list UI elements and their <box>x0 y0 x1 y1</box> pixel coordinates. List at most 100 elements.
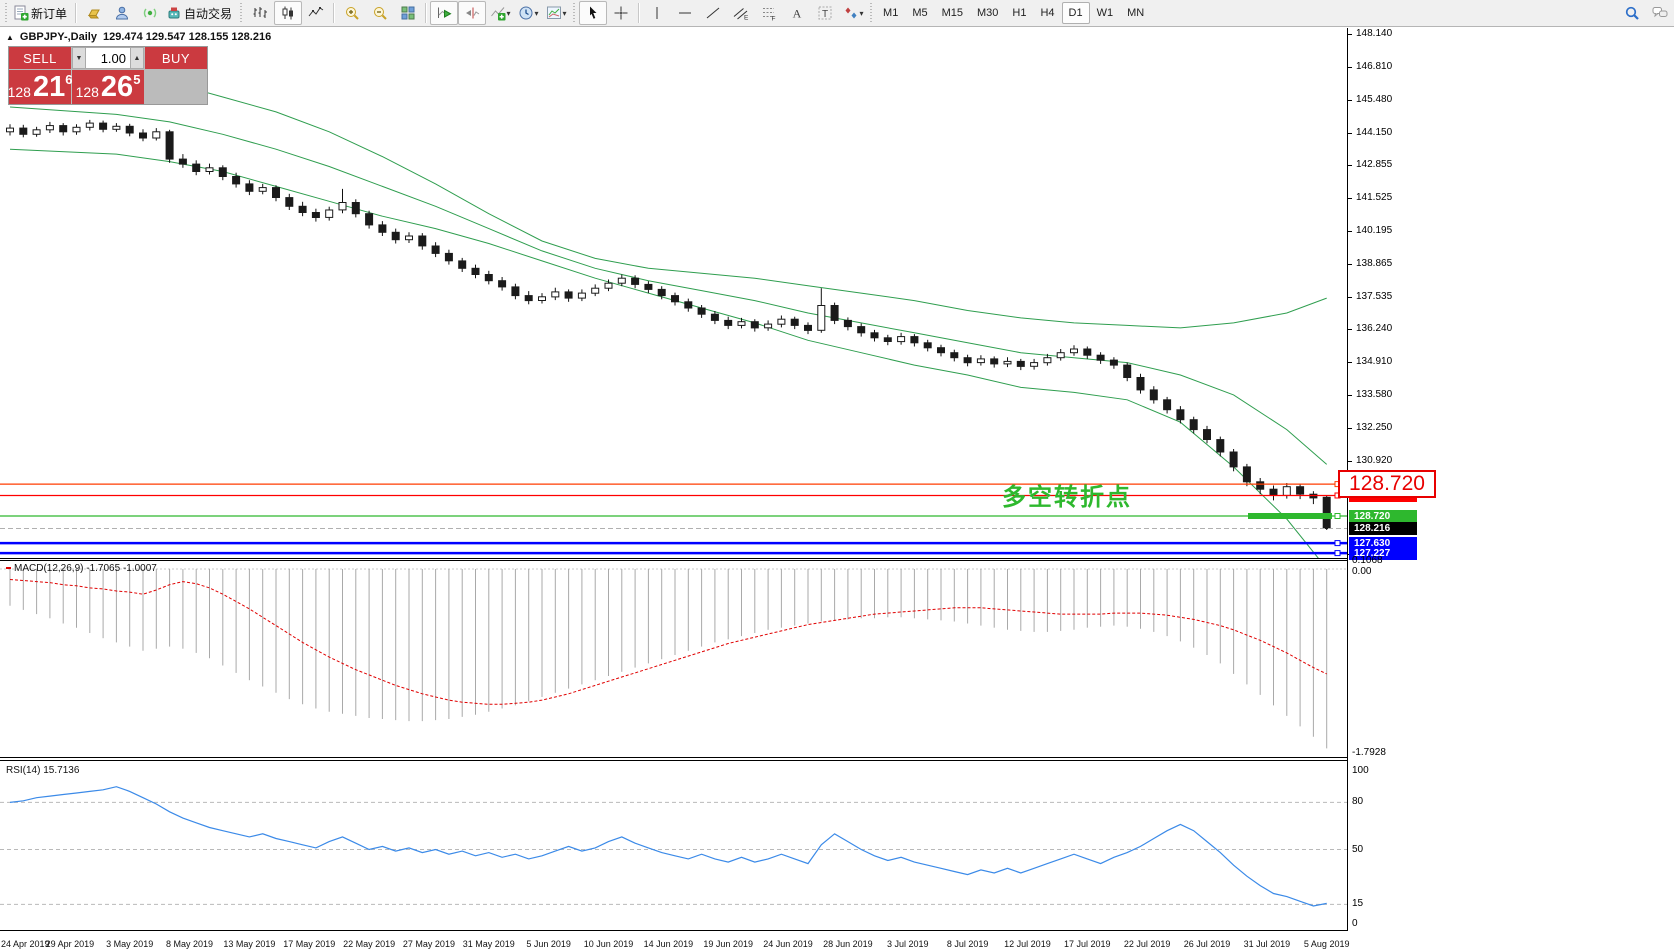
price-callout-label[interactable]: 128.720 <box>1338 470 1436 498</box>
date-label: 26 Jul 2019 <box>1183 939 1231 949</box>
zoom-in-button[interactable] <box>338 1 366 25</box>
axis-tick-label: 134.910 <box>1356 356 1393 368</box>
chart-line-button[interactable] <box>302 1 330 25</box>
cursor-button[interactable] <box>579 1 608 25</box>
timeframe-mn-button[interactable]: MN <box>1127 7 1145 19</box>
rsi-scale-label: 15 <box>1352 898 1364 910</box>
metaeditor-button[interactable] <box>80 1 108 25</box>
one-click-collapse-arrow[interactable]: ▲ <box>6 32 14 42</box>
crosshair-button[interactable] <box>607 1 635 25</box>
price-chart-panel[interactable] <box>0 28 1347 559</box>
rsi-indicator-label: RSI(14) 15.7136 <box>6 765 80 776</box>
autotrading-label: 自动交易 <box>184 6 233 21</box>
date-label: 12 Jul 2019 <box>1004 939 1051 949</box>
tile-windows-button[interactable] <box>394 1 422 25</box>
axis-tick <box>1347 165 1352 167</box>
text-button[interactable]: A <box>783 1 811 25</box>
new-order-button[interactable]: 新订单 <box>11 1 72 25</box>
zoom-out-button[interactable] <box>366 1 394 25</box>
auto-scroll-button[interactable] <box>430 1 459 25</box>
buy-price-display[interactable]: 128 26 5 <box>72 70 144 104</box>
tile-icon <box>401 6 415 20</box>
rsi-scale-label: 0 <box>1352 918 1358 929</box>
rsi-panel[interactable] <box>0 760 1347 931</box>
axis-tick-label: 132.250 <box>1356 422 1393 434</box>
axis-tick-label: 145.480 <box>1356 94 1393 106</box>
axis-tick-label: 136.240 <box>1356 323 1393 335</box>
sell-button[interactable]: SELL <box>9 47 71 69</box>
chart-candles-button[interactable] <box>274 1 303 25</box>
macd-panel[interactable] <box>0 560 1347 758</box>
sell-price-display[interactable]: 128 21 6 <box>8 70 72 104</box>
timeframe-d1-button[interactable]: D1 <box>1061 2 1090 24</box>
annotation-text: 多空转折点 <box>1002 484 1132 511</box>
community-button[interactable] <box>108 1 136 25</box>
horizontal-line-button[interactable] <box>671 1 699 25</box>
chart-bars-button[interactable] <box>246 1 274 25</box>
macd-indicator-label: MACD(12,26,9) -1.7065 -1.0007 <box>6 563 157 574</box>
periods-button[interactable]: ▾ <box>514 1 542 25</box>
price-chart-canvas[interactable] <box>0 28 1347 558</box>
autotrading-button[interactable]: 自动交易 <box>164 1 237 25</box>
buy-button[interactable]: BUY <box>145 47 207 69</box>
chat-button[interactable] <box>1646 1 1674 25</box>
indicators-button[interactable]: ▾ <box>486 1 514 25</box>
bars-icon <box>253 7 268 18</box>
rsi-canvas[interactable] <box>0 761 1347 930</box>
timeframe-w1-button[interactable]: W1 <box>1096 7 1114 19</box>
axis-tick <box>1347 264 1352 266</box>
chart-ohlc-values: 129.474 129.547 128.155 128.216 <box>102 31 272 43</box>
date-label: 5 Jun 2019 <box>526 939 571 949</box>
date-label: 10 Jun 2019 <box>583 939 634 949</box>
date-label: 24 Jun 2019 <box>763 939 813 949</box>
toolbar-separator <box>425 3 428 23</box>
rsi-scale-label: 50 <box>1352 843 1364 855</box>
chart-shift-button[interactable] <box>458 1 487 25</box>
volume-decrease-button[interactable]: ▼ <box>72 47 86 69</box>
periods-dropdown-caret[interactable]: ▾ <box>534 8 539 18</box>
crosshair-icon <box>614 6 628 20</box>
date-label: 3 Jul 2019 <box>886 939 929 949</box>
timeframe-m15-button[interactable]: M15 <box>941 7 963 19</box>
person-icon <box>116 6 129 20</box>
toolbar-grip[interactable] <box>239 3 245 23</box>
date-label: 17 Jul 2019 <box>1064 939 1111 949</box>
volume-stepper: ▼ ▲ <box>72 47 144 69</box>
arrows-button[interactable]: ▾ <box>839 1 867 25</box>
text-label-button[interactable]: T <box>811 1 839 25</box>
macd-canvas[interactable] <box>0 561 1347 757</box>
line-handle[interactable] <box>1334 540 1341 547</box>
volume-input[interactable] <box>86 47 130 69</box>
equidistant-channel-button[interactable]: E <box>727 1 755 25</box>
arrows-dropdown-caret[interactable]: ▾ <box>859 8 864 18</box>
timeframe-m30-button[interactable]: M30 <box>977 7 999 19</box>
toolbar-grip[interactable] <box>572 3 578 23</box>
textT-icon: T <box>818 6 832 20</box>
trendline-button[interactable] <box>699 1 727 25</box>
signals-button[interactable] <box>136 1 164 25</box>
timeframe-h4-button[interactable]: H4 <box>1040 7 1055 19</box>
line-handle[interactable] <box>1334 513 1341 519</box>
axis-tick-label: 146.810 <box>1356 61 1393 72</box>
fibonacci-button[interactable]: F <box>755 1 783 25</box>
indicators-dropdown-caret[interactable]: ▾ <box>506 8 511 18</box>
axis-tick-label: 142.855 <box>1356 159 1393 171</box>
axis-tick <box>1347 461 1352 463</box>
timeframe-h1-button[interactable]: H1 <box>1012 7 1027 19</box>
magnifier-minus-icon <box>374 7 387 20</box>
date-label: 31 Jul 2019 <box>1243 939 1291 949</box>
axis-tick-label: 148.140 <box>1356 28 1393 39</box>
templates-button[interactable]: ▾ <box>542 1 570 25</box>
search-button[interactable] <box>1618 1 1646 25</box>
support-highlight-segment[interactable] <box>1248 513 1332 519</box>
line-handle[interactable] <box>1334 550 1341 557</box>
toolbar-grip[interactable] <box>4 3 9 23</box>
timeframe-m1-button[interactable]: M1 <box>883 7 899 19</box>
volume-increase-button[interactable]: ▲ <box>130 47 144 69</box>
svg-text:T: T <box>822 9 828 20</box>
date-label: 27 May 2019 <box>402 939 455 949</box>
vertical-line-button[interactable] <box>643 1 671 25</box>
timeframe-m5-button[interactable]: M5 <box>912 7 928 19</box>
templates-dropdown-caret[interactable]: ▾ <box>562 8 567 18</box>
toolbar-grip[interactable] <box>869 3 875 23</box>
